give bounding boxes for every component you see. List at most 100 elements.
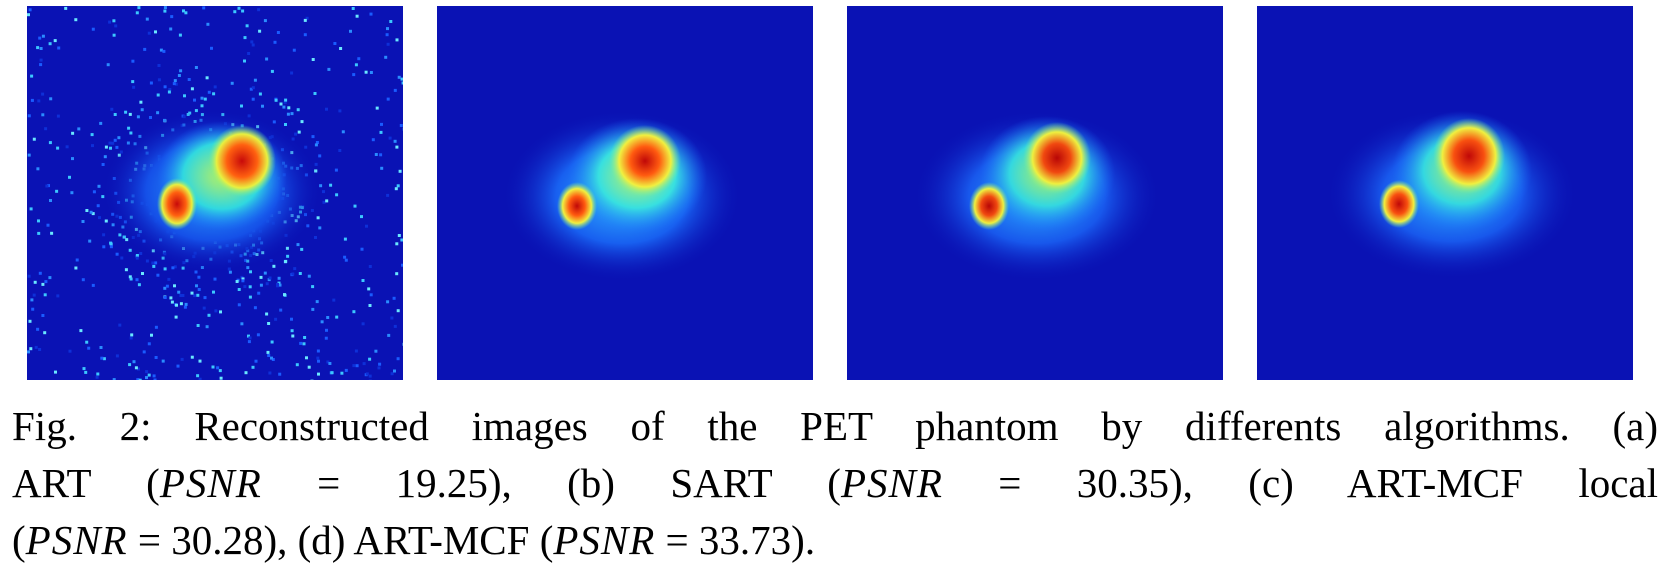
- noise-speckle: [149, 81, 153, 85]
- noise-speckle: [327, 67, 331, 71]
- noise-speckle: [248, 285, 252, 289]
- noise-speckle: [29, 207, 33, 211]
- noise-speckle: [237, 288, 241, 291]
- noise-speckle: [278, 372, 282, 376]
- noise-speckle: [299, 341, 303, 345]
- noise-speckle: [143, 47, 147, 51]
- noise-speckle: [41, 282, 45, 286]
- noise-speckle: [268, 276, 272, 280]
- noise-speckle: [27, 350, 30, 354]
- noise-speckle: [124, 268, 128, 272]
- noise-speckle: [393, 324, 397, 328]
- noise-speckle: [343, 255, 347, 259]
- noise-speckle: [56, 114, 60, 118]
- noise-speckle: [205, 325, 209, 329]
- noise-speckle: [287, 106, 291, 110]
- noise-speckle: [396, 309, 400, 313]
- noise-speckle: [177, 74, 181, 77]
- noise-speckle: [65, 145, 69, 149]
- noise-speckle: [207, 313, 211, 317]
- noise-speckle: [235, 280, 239, 283]
- noise-speckle: [187, 78, 191, 81]
- noise-speckle: [365, 372, 369, 376]
- noise-speckle: [254, 359, 258, 363]
- noise-speckle: [318, 226, 322, 230]
- noise-speckle: [250, 40, 254, 44]
- noise-speckle: [237, 303, 241, 307]
- noise-speckle: [368, 265, 372, 268]
- noise-speckle: [112, 19, 116, 23]
- noise-speckle: [37, 219, 40, 223]
- noise-speckle: [251, 86, 255, 90]
- noise-speckle: [241, 277, 245, 281]
- noise-speckle: [243, 36, 247, 40]
- noise-speckle: [27, 114, 31, 118]
- noise-speckle: [159, 48, 163, 52]
- noise-speckle: [149, 116, 152, 119]
- noise-speckle: [44, 127, 48, 131]
- noise-speckle: [293, 267, 297, 271]
- noise-speckle: [361, 322, 365, 326]
- noise-speckle: [368, 379, 372, 380]
- noise-speckle: [114, 24, 118, 28]
- noise-speckle: [265, 57, 269, 61]
- noise-speckle: [245, 24, 249, 28]
- noise-speckle: [198, 359, 202, 363]
- noise-speckle: [115, 354, 119, 358]
- noise-speckle: [48, 42, 52, 46]
- noise-speckle: [248, 295, 252, 299]
- noise-speckle: [117, 136, 121, 140]
- noise-speckle: [161, 359, 165, 363]
- noise-speckle: [338, 149, 342, 152]
- noise-speckle: [91, 144, 94, 148]
- noise-speckle: [29, 347, 33, 351]
- noise-speckle: [45, 184, 49, 188]
- noise-speckle: [352, 310, 356, 314]
- noise-speckle: [307, 365, 311, 369]
- noise-speckle: [303, 18, 307, 22]
- noise-speckle: [272, 120, 276, 124]
- noise-speckle: [251, 97, 255, 101]
- noise-speckle: [203, 296, 207, 300]
- noise-speckle: [390, 316, 394, 320]
- noise-speckle: [314, 236, 317, 239]
- noise-speckle: [128, 275, 132, 279]
- noise-speckle: [102, 233, 106, 237]
- noise-speckle: [198, 377, 202, 380]
- noise-speckle: [124, 110, 128, 114]
- noise-speckle: [277, 276, 281, 280]
- noise-speckle: [178, 33, 182, 37]
- noise-speckle: [39, 47, 43, 50]
- noise-speckle: [203, 97, 207, 101]
- noise-speckle: [380, 166, 384, 170]
- noise-speckle: [167, 90, 171, 94]
- noise-speckle: [361, 279, 365, 282]
- noise-speckle: [31, 307, 35, 311]
- noise-speckle: [401, 81, 403, 85]
- noise-speckle: [368, 304, 372, 307]
- noise-speckle: [183, 94, 186, 98]
- noise-speckle: [75, 258, 79, 262]
- noise-speckle: [41, 92, 45, 96]
- noise-speckle: [375, 106, 379, 110]
- noise-speckle: [46, 223, 50, 227]
- caption-text: (: [12, 517, 26, 563]
- noise-speckle: [265, 312, 269, 316]
- noise-speckle: [71, 131, 75, 135]
- noise-speckle: [129, 131, 133, 135]
- noise-speckle: [316, 356, 320, 360]
- noise-speckle: [294, 132, 298, 136]
- noise-speckle: [241, 279, 245, 283]
- noise-speckle: [33, 280, 37, 284]
- noise-speckle: [214, 309, 218, 313]
- noise-speckle: [88, 239, 92, 243]
- noise-speckle: [174, 82, 178, 86]
- noise-speckle: [393, 139, 397, 143]
- caption-text: = 33.73).: [655, 517, 816, 563]
- noise-speckle: [48, 141, 52, 145]
- noise-speckle: [386, 300, 390, 304]
- noise-speckle: [170, 300, 174, 304]
- noise-speckle: [274, 98, 278, 102]
- noise-speckle: [142, 350, 146, 354]
- noise-speckle: [253, 78, 257, 82]
